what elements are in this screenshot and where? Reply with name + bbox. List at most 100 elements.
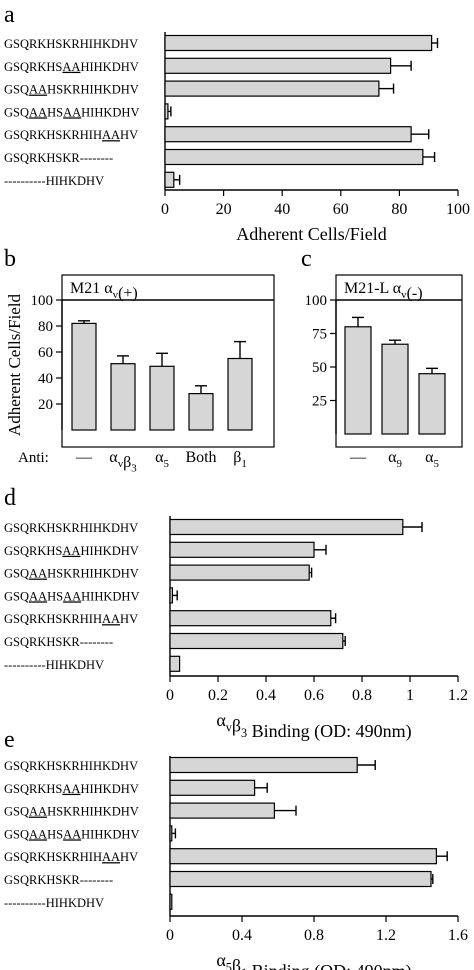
x-tick-label: 1.6 bbox=[448, 927, 468, 944]
category-label: ----------HIHKDHV bbox=[4, 174, 104, 188]
panel-d-letter: d bbox=[4, 485, 16, 511]
bar bbox=[169, 825, 173, 842]
x-tick-label: 0 bbox=[166, 687, 174, 704]
bar bbox=[110, 363, 136, 431]
panel-e-letter: e bbox=[4, 727, 15, 753]
bar bbox=[169, 610, 332, 627]
category-label: α5 bbox=[425, 449, 439, 470]
bar bbox=[164, 171, 175, 188]
y-tick-label: 80 bbox=[38, 319, 53, 335]
x-tick-label: 20 bbox=[216, 201, 232, 218]
x-axis-label: α5β1 Binding (OD: 490nm) bbox=[216, 950, 411, 970]
bar bbox=[164, 148, 424, 166]
bar bbox=[169, 518, 404, 536]
bar bbox=[164, 126, 412, 143]
category-label: GSQRKHSKR-------- bbox=[4, 635, 113, 649]
bar bbox=[227, 357, 253, 431]
x-axis-label: αvβ3 Binding (OD: 490nm) bbox=[216, 710, 411, 742]
bar bbox=[149, 365, 175, 431]
category-label: α9 bbox=[388, 449, 402, 470]
category-label: — bbox=[75, 449, 93, 466]
bar bbox=[169, 802, 276, 819]
category-label: GSQRKHSKRHIHAAHV bbox=[4, 128, 138, 142]
category-label: Both bbox=[185, 449, 216, 466]
panel-c: c M21-L αv(-) 25 50 75 100 — α9 α5 bbox=[301, 246, 463, 470]
bar bbox=[164, 34, 433, 52]
category-label: ----------HIHKDHV bbox=[4, 896, 104, 910]
x-tick-label: 0.2 bbox=[208, 687, 228, 704]
bar bbox=[169, 541, 315, 558]
x-tick-label: 0.4 bbox=[256, 687, 276, 704]
y-tick-label: 20 bbox=[38, 397, 53, 413]
x-tick-label: 0 bbox=[166, 927, 174, 944]
category-label: GSQRKHSKRHIHAAHV bbox=[4, 850, 138, 864]
bar bbox=[164, 80, 380, 97]
category-label: αvβ3 bbox=[109, 449, 137, 475]
y-tick-label: 50 bbox=[312, 360, 327, 376]
bar bbox=[71, 322, 97, 431]
panel-a: a 0 20 40 60 80 100 GSQRKHSKRHIHKDHV GSQRKHSAAHI… bbox=[4, 2, 470, 244]
y-tick-label: 40 bbox=[38, 371, 53, 387]
category-label: GSQRKHSKR-------- bbox=[4, 151, 113, 165]
y-tick-label: 100 bbox=[31, 293, 54, 309]
bar bbox=[169, 779, 256, 796]
category-label: GSQRKHSKRHIHAAHV bbox=[4, 612, 138, 626]
x-tick-label: 40 bbox=[274, 201, 290, 218]
x-tick-label: 0.8 bbox=[304, 927, 324, 944]
bar bbox=[169, 632, 344, 650]
category-label: ----------HIHKDHV bbox=[4, 658, 104, 672]
x-tick-label: 1.2 bbox=[448, 687, 468, 704]
x-tick-label: 1 bbox=[406, 687, 414, 704]
panel-title: M21-L αv(-) bbox=[344, 280, 423, 302]
panel-c-letter: c bbox=[301, 246, 312, 272]
y-tick-label: 75 bbox=[312, 327, 327, 343]
category-label: GSQRKHSKR-------- bbox=[4, 873, 113, 887]
x-axis-label: Adherent Cells/Field bbox=[236, 224, 386, 244]
y-axis-label: Adherent Cells/Field bbox=[5, 293, 24, 436]
bar bbox=[169, 848, 437, 865]
category-label: α5 bbox=[155, 449, 169, 470]
bar bbox=[169, 870, 432, 888]
x-tick-label: 0.6 bbox=[304, 687, 324, 704]
x-tick-label: 0.8 bbox=[352, 687, 372, 704]
bar bbox=[169, 655, 181, 672]
panel-a-letter: a bbox=[4, 2, 15, 28]
y-tick-label: 25 bbox=[312, 394, 327, 410]
bar bbox=[164, 57, 392, 74]
panel-title: M21 αv(+) bbox=[70, 280, 138, 302]
category-label: GSQRKHSKRHIHKDHV bbox=[4, 37, 138, 51]
bar bbox=[169, 564, 310, 581]
panel-e: e 0 0.4 0.8 1.2 1.6 GSQRKHSKRHIHKDHV GSQRKHSAAH… bbox=[4, 727, 468, 970]
category-label: GSQRKHSAAHIHKDHV bbox=[4, 60, 139, 74]
category-label: GSQAAHSAAHIHKDHV bbox=[4, 105, 139, 119]
y-tick-label: 60 bbox=[38, 345, 53, 361]
x-tick-label: 1.2 bbox=[376, 927, 396, 944]
category-label: β1 bbox=[233, 449, 247, 470]
y-tick-label: 100 bbox=[305, 293, 328, 309]
bar bbox=[169, 756, 358, 774]
x-tick-label: 60 bbox=[333, 201, 349, 218]
panel-b-letter: b bbox=[4, 246, 16, 272]
category-label: GSQRKHSAAHIHKDHV bbox=[4, 544, 139, 558]
category-label: GSQRKHSKRHIHKDHV bbox=[4, 759, 138, 773]
category-label: GSQAAHSAAHIHKDHV bbox=[4, 827, 139, 841]
category-label: GSQRKHSAAHIHKDHV bbox=[4, 782, 139, 796]
bar bbox=[381, 343, 409, 435]
category-label: GSQAAHSAAHIHKDHV bbox=[4, 589, 139, 603]
axis-prefix: Anti: bbox=[18, 450, 49, 466]
category-label: GSQRKHSKRHIHKDHV bbox=[4, 521, 138, 535]
x-tick-label: 0 bbox=[161, 201, 169, 218]
category-label: GSQAAHSKRHIHKDHV bbox=[4, 567, 139, 581]
category-label: — bbox=[349, 449, 367, 466]
x-tick-label: 100 bbox=[446, 201, 470, 218]
bar bbox=[169, 893, 173, 910]
panel-d: d 0 0.2 0.4 0.6 0.8 1 1.2 GSQRKHSKRHIHKDHV GSQRKH… bbox=[4, 485, 468, 742]
bar bbox=[344, 326, 372, 435]
x-tick-label: 80 bbox=[391, 201, 407, 218]
bar bbox=[418, 373, 446, 435]
bar bbox=[164, 103, 169, 120]
category-label: GSQAAHSKRHIHKDHV bbox=[4, 805, 139, 819]
category-label: GSQAAHSKRHIHKDHV bbox=[4, 83, 139, 97]
bar bbox=[169, 587, 174, 604]
